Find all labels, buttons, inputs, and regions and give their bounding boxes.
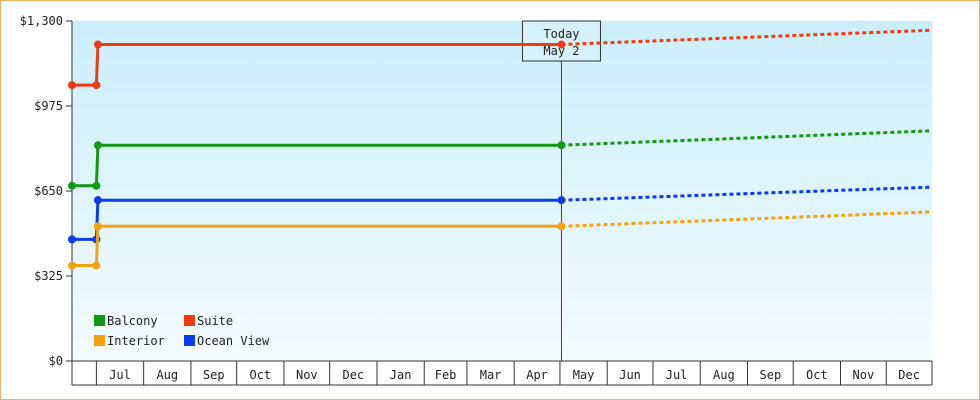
series-interior [68, 210, 933, 270]
data-point[interactable] [93, 196, 102, 205]
data-point[interactable] [93, 40, 102, 49]
today-date: May 2 [543, 44, 579, 58]
x-tick-label: Jan [390, 368, 412, 382]
x-tick-label: Mar [480, 368, 502, 382]
data-point[interactable] [68, 81, 76, 90]
x-tick-label: Aug [156, 368, 178, 382]
series-line-ocean-view [72, 198, 562, 241]
series-suite [68, 28, 933, 90]
data-point[interactable] [93, 141, 102, 150]
legend-label-interior[interactable]: Interior [107, 334, 165, 348]
x-tick-label: Aug [713, 368, 735, 382]
legend-label-ocean-view[interactable]: Ocean View [197, 334, 270, 348]
forecast-line-interior [561, 210, 933, 228]
series-line-suite [72, 43, 562, 87]
x-tick-label: Apr [526, 368, 548, 382]
series-line-balcony [72, 143, 562, 188]
data-point[interactable] [92, 81, 101, 90]
data-point[interactable] [92, 181, 101, 190]
x-tick-label: Jun [619, 368, 641, 382]
data-point[interactable] [557, 222, 566, 231]
x-axis: Jul Aug Sep Oct Nov Dec Jan Feb Mar Apr May Jun Jul A… [72, 360, 933, 386]
x-tick-label: Sep [760, 368, 782, 382]
x-tick-label: Oct [249, 368, 271, 382]
legend-label-balcony[interactable]: Balcony [107, 314, 158, 328]
series-line-interior [72, 224, 562, 267]
legend: Balcony Suite Interior Ocean View [94, 314, 270, 348]
x-tick-label: Sep [203, 368, 225, 382]
y-tick-label: $0 [49, 354, 63, 368]
series-layer [68, 28, 933, 270]
y-tick-label: $325 [34, 269, 63, 283]
forecast-line-balcony [561, 129, 933, 147]
x-tick-label: May [573, 368, 595, 382]
data-point[interactable] [68, 181, 76, 190]
y-axis: $0 $325 $650 $975 $1,300 [20, 14, 73, 385]
data-point[interactable] [68, 235, 76, 244]
x-tick-label: Dec [342, 368, 364, 382]
y-tick-label: $650 [34, 184, 63, 198]
forecast-line-suite [561, 28, 933, 46]
legend-label-suite[interactable]: Suite [197, 314, 233, 328]
y-tick-label: $1,300 [20, 14, 63, 28]
x-tick-label: Feb [435, 368, 457, 382]
legend-swatch-suite[interactable] [184, 315, 195, 326]
x-tick-label: Nov [296, 368, 318, 382]
x-tick-label: Oct [806, 368, 828, 382]
x-tick-label: Jul [666, 368, 688, 382]
x-tick-label: Jul [109, 368, 131, 382]
data-point[interactable] [557, 40, 566, 49]
legend-swatch-ocean-view[interactable] [184, 335, 195, 346]
data-point[interactable] [93, 222, 102, 231]
data-point[interactable] [557, 141, 566, 150]
x-tick-label: Dec [898, 368, 920, 382]
x-tick-label: Nov [853, 368, 875, 382]
forecast-line-ocean-view [561, 185, 933, 202]
y-tick-label: $975 [34, 99, 63, 113]
data-point[interactable] [92, 261, 101, 270]
data-point[interactable] [557, 196, 566, 205]
legend-swatch-interior[interactable] [94, 335, 105, 346]
legend-swatch-balcony[interactable] [94, 315, 105, 326]
data-point[interactable] [68, 261, 76, 270]
series-balcony [68, 129, 933, 190]
today-label: Today [543, 27, 579, 41]
